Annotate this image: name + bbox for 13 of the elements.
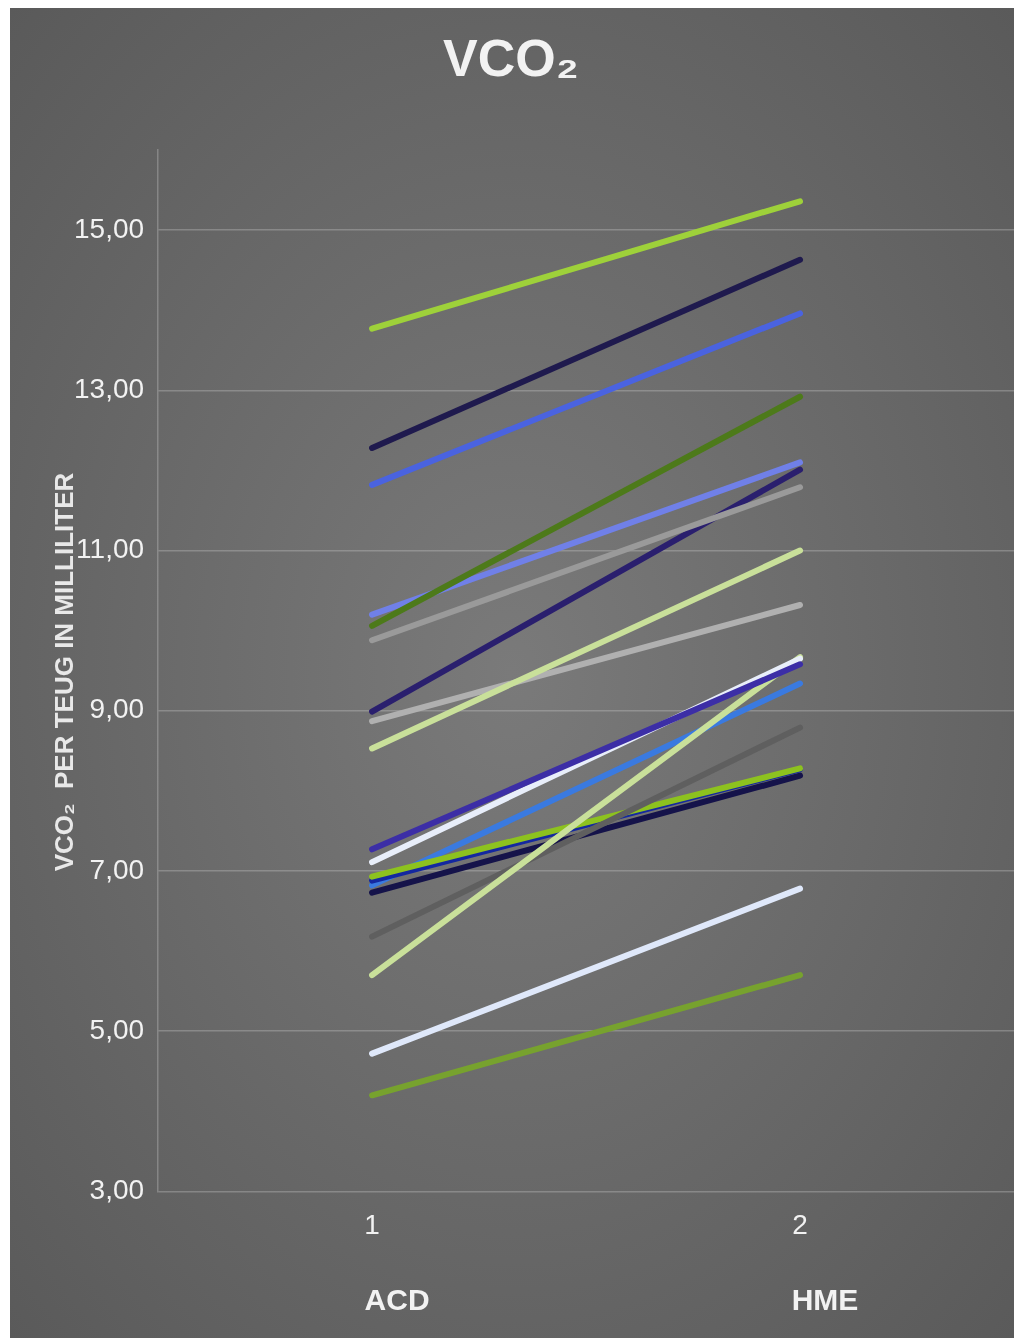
y-tick-label: 5,00 — [89, 1013, 145, 1045]
y-tick-label: 7,00 — [89, 853, 145, 885]
y-tick-label: 15,00 — [73, 212, 145, 244]
text: HME — [791, 1283, 859, 1317]
y-tick-label: 13,00 — [73, 373, 145, 405]
chart-title: VCO₂ — [442, 28, 580, 88]
x-tick-label: 1 — [364, 1208, 380, 1240]
y-tick-label: 3,00 — [89, 1174, 145, 1206]
y-tick-label: 9,00 — [89, 693, 145, 725]
text: ACD — [364, 1283, 430, 1317]
x-tick-label: 2 — [792, 1208, 808, 1240]
y-axis-title: VCO₂ PER TEUG IN MILLILITER — [48, 472, 79, 872]
y-tick-label: 11,00 — [76, 533, 145, 565]
